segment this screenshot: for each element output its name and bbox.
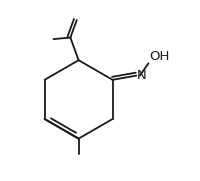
Text: OH: OH	[149, 50, 169, 63]
Text: N: N	[137, 69, 147, 82]
